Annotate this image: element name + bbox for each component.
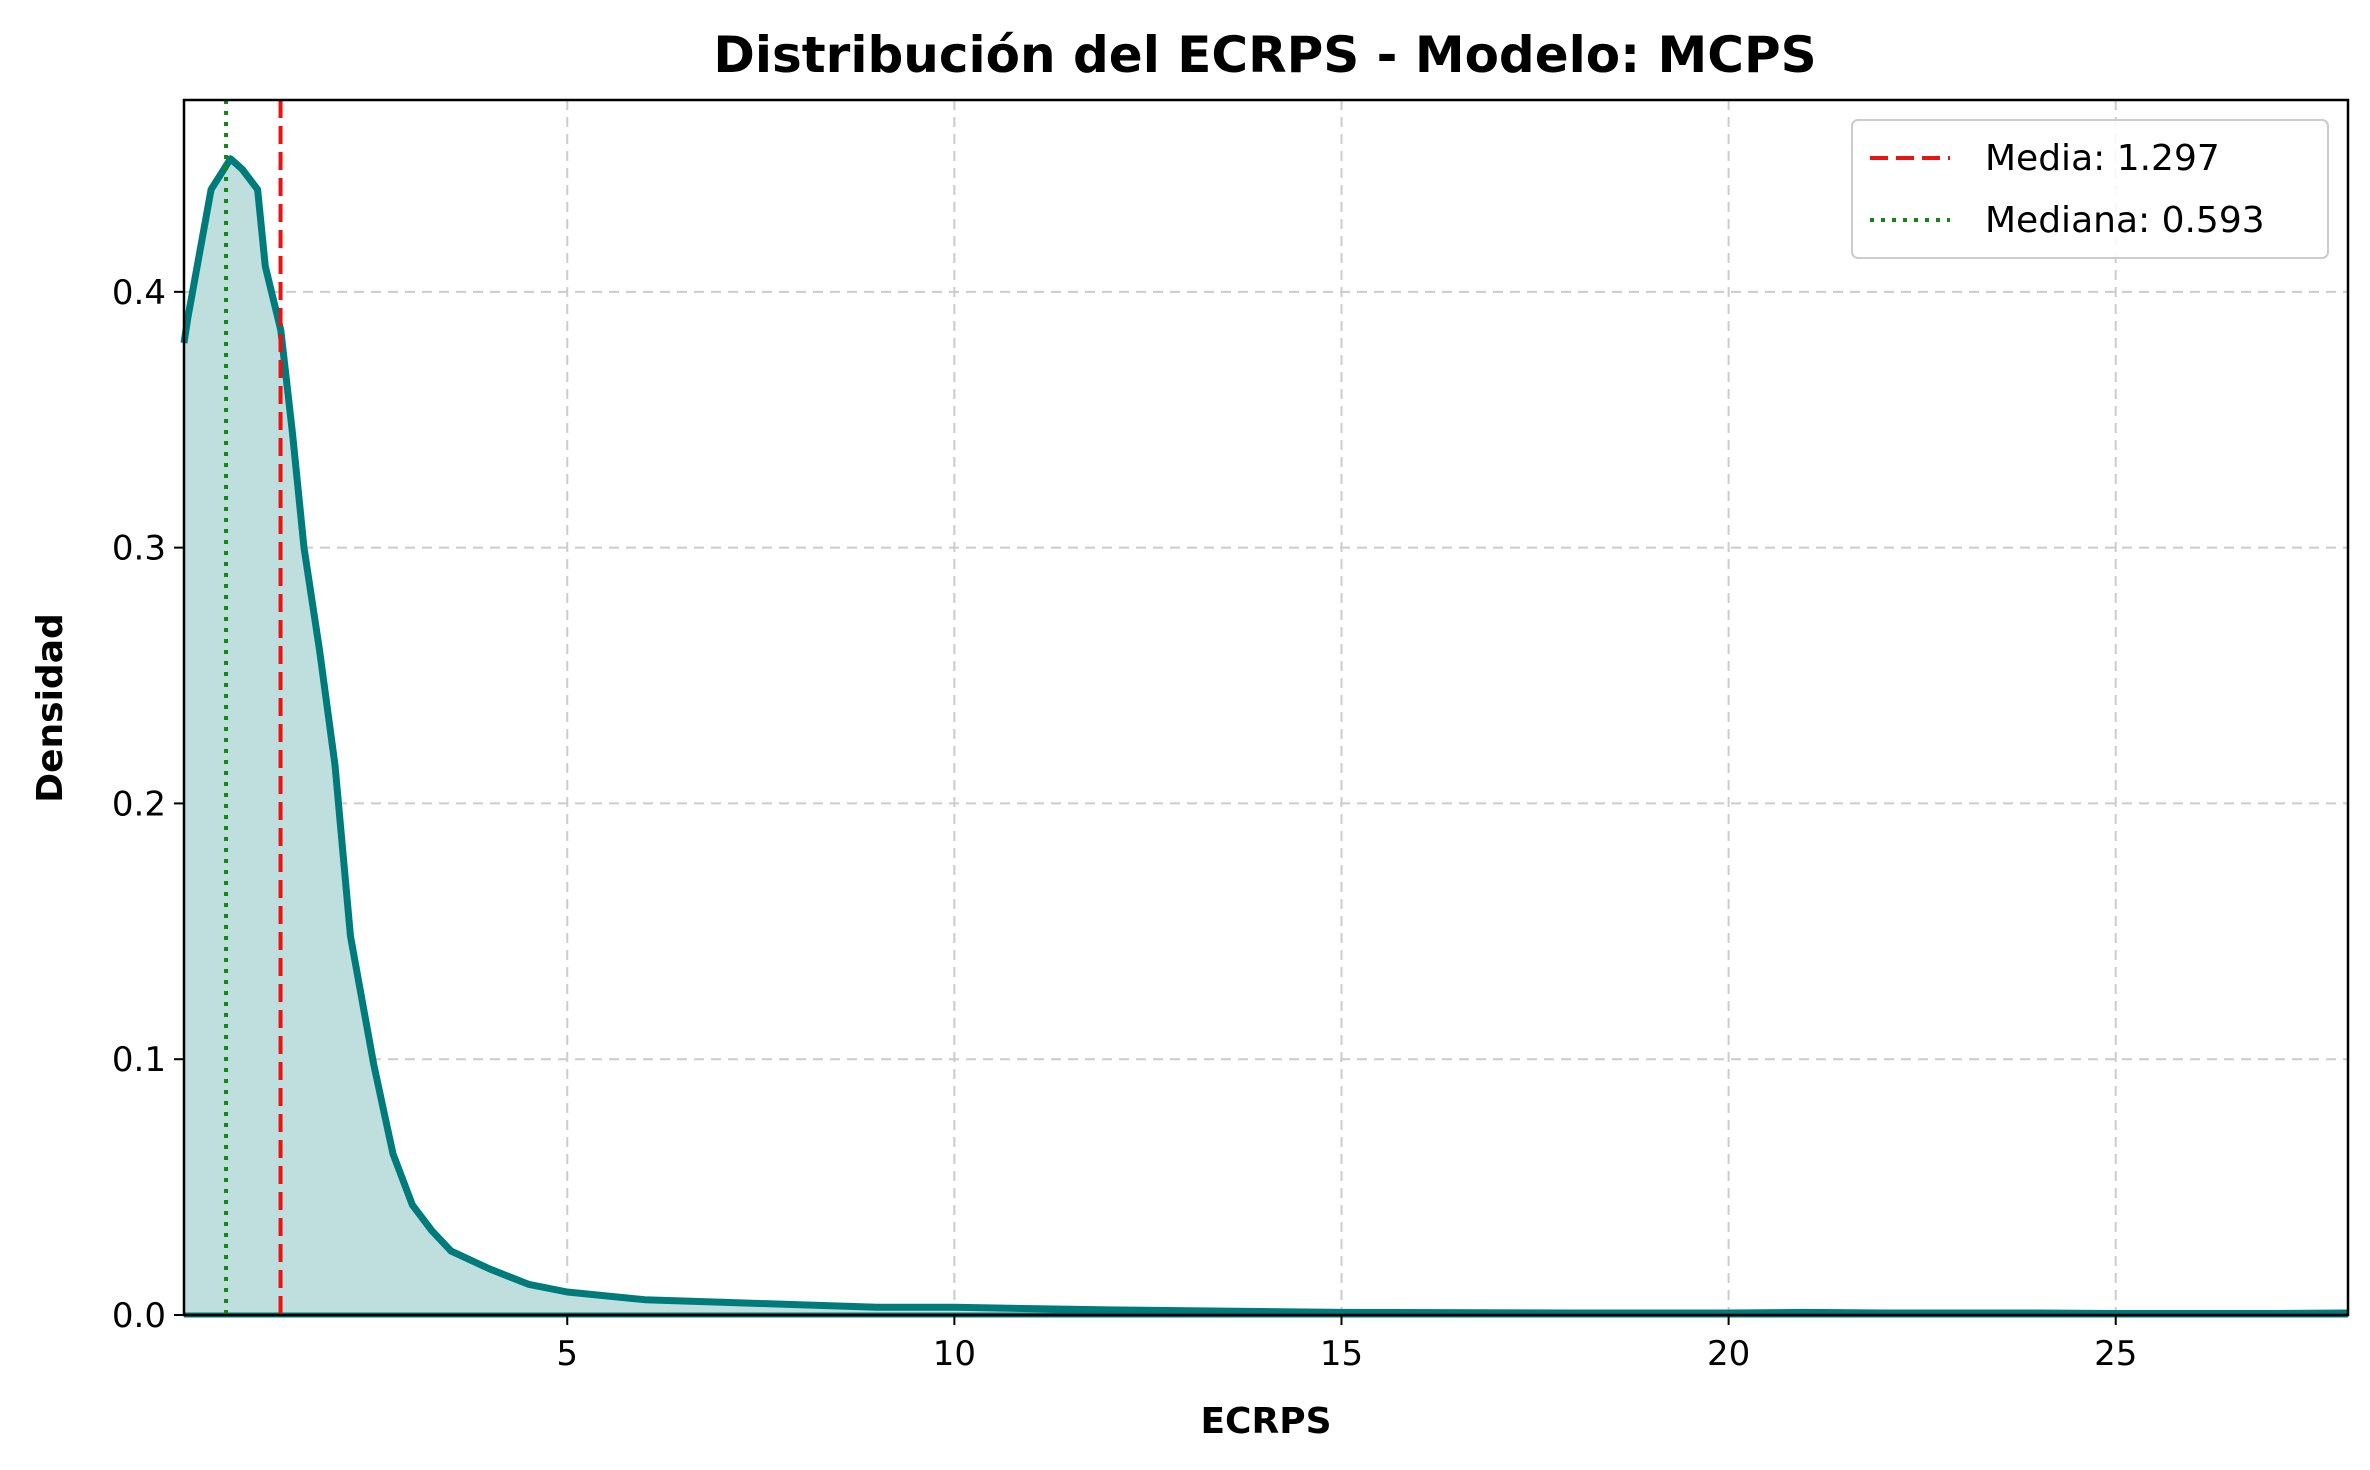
plot-frame [182,98,2350,1317]
y-tick-label: 0.3 [112,529,166,569]
legend-mean-label: Media: 1.297 [1985,138,2220,179]
y-tick-label: 0.2 [112,784,166,824]
legend: Media: 1.297 Mediana: 0.593 [1851,119,2329,259]
axis-ticks: 5 10 15 20 25 0.0 0.1 0.2 0.3 0.4 [112,273,2137,1374]
density-line [180,155,2349,1317]
y-tick-label: 0.0 [112,1296,166,1336]
x-tick-label: 25 [2094,1334,2137,1374]
x-tick-label: 5 [556,1334,578,1374]
x-axis-label: ECRPS [1200,1401,1331,1442]
x-tick-label: 15 [1320,1334,1363,1374]
density-area [184,158,2348,1315]
y-tick-label: 0.1 [112,1040,166,1080]
grid [184,100,2348,1315]
y-tick-label: 0.4 [112,273,166,313]
legend-box [1851,119,2329,259]
x-tick-label: 20 [1707,1334,1750,1374]
x-tick-label: 10 [933,1334,976,1374]
plot-area [180,100,2349,1318]
legend-median-label: Mediana: 0.593 [1985,200,2265,241]
y-axis-label: Densidad [30,613,71,803]
chart-title: Distribución del ECRPS - Modelo: MCPS [713,26,1816,84]
